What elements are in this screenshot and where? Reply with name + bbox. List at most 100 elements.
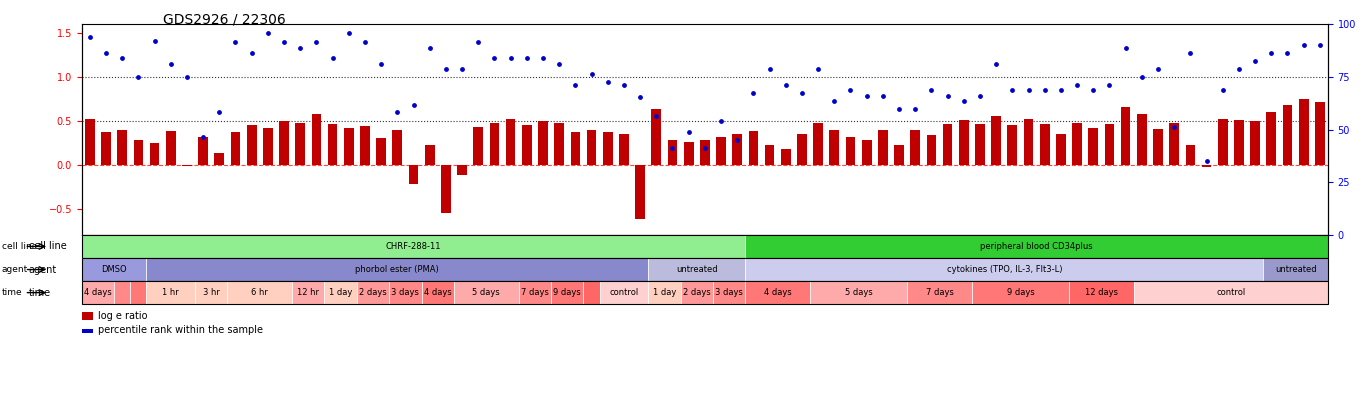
- Point: [1309, 42, 1331, 49]
- Bar: [571, 132, 580, 165]
- Text: 9 days: 9 days: [1007, 288, 1034, 297]
- Text: 6 hr: 6 hr: [252, 288, 268, 297]
- Point: [1212, 86, 1234, 93]
- Point: [1017, 86, 1039, 93]
- Bar: [992, 117, 1001, 165]
- Text: peripheral blood CD34plus: peripheral blood CD34plus: [981, 242, 1092, 251]
- Bar: [895, 145, 904, 165]
- Bar: [1024, 119, 1034, 165]
- Point: [629, 94, 651, 101]
- Point: [95, 50, 117, 56]
- Point: [888, 105, 910, 112]
- Text: cell line: cell line: [1, 242, 37, 251]
- Bar: [1283, 105, 1293, 165]
- Bar: [1121, 107, 1130, 165]
- Text: GDS2926 / 22306: GDS2926 / 22306: [163, 12, 286, 26]
- Text: 12 hr: 12 hr: [297, 288, 319, 297]
- Point: [1114, 45, 1136, 52]
- Bar: [441, 165, 451, 213]
- Point: [533, 55, 554, 61]
- Bar: [166, 131, 176, 165]
- Bar: [150, 143, 159, 165]
- Bar: [862, 140, 872, 165]
- Text: log e ratio: log e ratio: [98, 311, 147, 321]
- Point: [1130, 74, 1152, 80]
- Bar: [733, 134, 742, 165]
- Bar: [230, 132, 240, 165]
- Text: cytokines (TPO, IL-3, Flt3-L): cytokines (TPO, IL-3, Flt3-L): [947, 265, 1062, 274]
- Point: [354, 39, 376, 45]
- Point: [1245, 58, 1267, 64]
- Bar: [1088, 128, 1098, 165]
- Point: [839, 86, 861, 93]
- Text: 1 hr: 1 hr: [162, 288, 180, 297]
- Bar: [101, 132, 110, 165]
- Point: [79, 34, 101, 40]
- Text: control: control: [1216, 288, 1245, 297]
- Point: [775, 81, 797, 88]
- Point: [937, 93, 959, 99]
- Bar: [425, 145, 434, 165]
- Point: [824, 97, 846, 104]
- Bar: [975, 124, 985, 165]
- Bar: [846, 136, 855, 165]
- Point: [1066, 81, 1088, 88]
- Point: [597, 79, 618, 85]
- Text: DMSO: DMSO: [101, 265, 127, 274]
- Bar: [554, 124, 564, 165]
- Point: [516, 55, 538, 61]
- Point: [759, 66, 780, 72]
- Text: percentile rank within the sample: percentile rank within the sample: [98, 326, 263, 335]
- Bar: [312, 114, 321, 165]
- Point: [467, 39, 489, 45]
- Point: [693, 145, 716, 151]
- Text: 5 days: 5 days: [473, 288, 500, 297]
- Bar: [199, 136, 208, 165]
- Bar: [1314, 102, 1325, 165]
- Bar: [392, 130, 402, 165]
- Text: agent: agent: [29, 264, 57, 275]
- Point: [1293, 42, 1314, 49]
- Point: [112, 55, 133, 61]
- Point: [970, 93, 992, 99]
- Bar: [1299, 99, 1309, 165]
- Bar: [587, 130, 597, 165]
- Bar: [651, 109, 661, 165]
- Bar: [538, 121, 548, 165]
- Point: [370, 61, 392, 68]
- Bar: [328, 124, 338, 165]
- Point: [953, 97, 975, 104]
- Bar: [1137, 114, 1147, 165]
- Point: [1179, 50, 1201, 56]
- Point: [159, 61, 181, 68]
- Point: [1196, 158, 1218, 164]
- Text: 5 days: 5 days: [844, 288, 873, 297]
- Text: 7 days: 7 days: [520, 288, 549, 297]
- Bar: [84, 119, 95, 165]
- Bar: [1072, 123, 1081, 165]
- Text: phorbol ester (PMA): phorbol ester (PMA): [355, 265, 439, 274]
- Point: [1050, 86, 1072, 93]
- Text: CHRF-288-11: CHRF-288-11: [385, 242, 441, 251]
- Point: [678, 129, 700, 135]
- Bar: [635, 165, 646, 219]
- Bar: [1154, 129, 1163, 165]
- Bar: [813, 123, 823, 165]
- Bar: [214, 153, 225, 165]
- Bar: [458, 165, 467, 175]
- Bar: [700, 140, 710, 165]
- Bar: [1267, 112, 1276, 165]
- Bar: [296, 123, 305, 165]
- Bar: [716, 136, 726, 165]
- Text: 9 days: 9 days: [553, 288, 582, 297]
- Bar: [133, 140, 143, 165]
- Text: agent: agent: [1, 265, 27, 274]
- Point: [143, 37, 165, 44]
- Bar: [764, 145, 775, 165]
- Point: [305, 39, 327, 45]
- Bar: [183, 165, 192, 166]
- Point: [1034, 86, 1056, 93]
- Point: [387, 109, 409, 115]
- Text: 4 days: 4 days: [84, 288, 112, 297]
- Point: [403, 102, 425, 109]
